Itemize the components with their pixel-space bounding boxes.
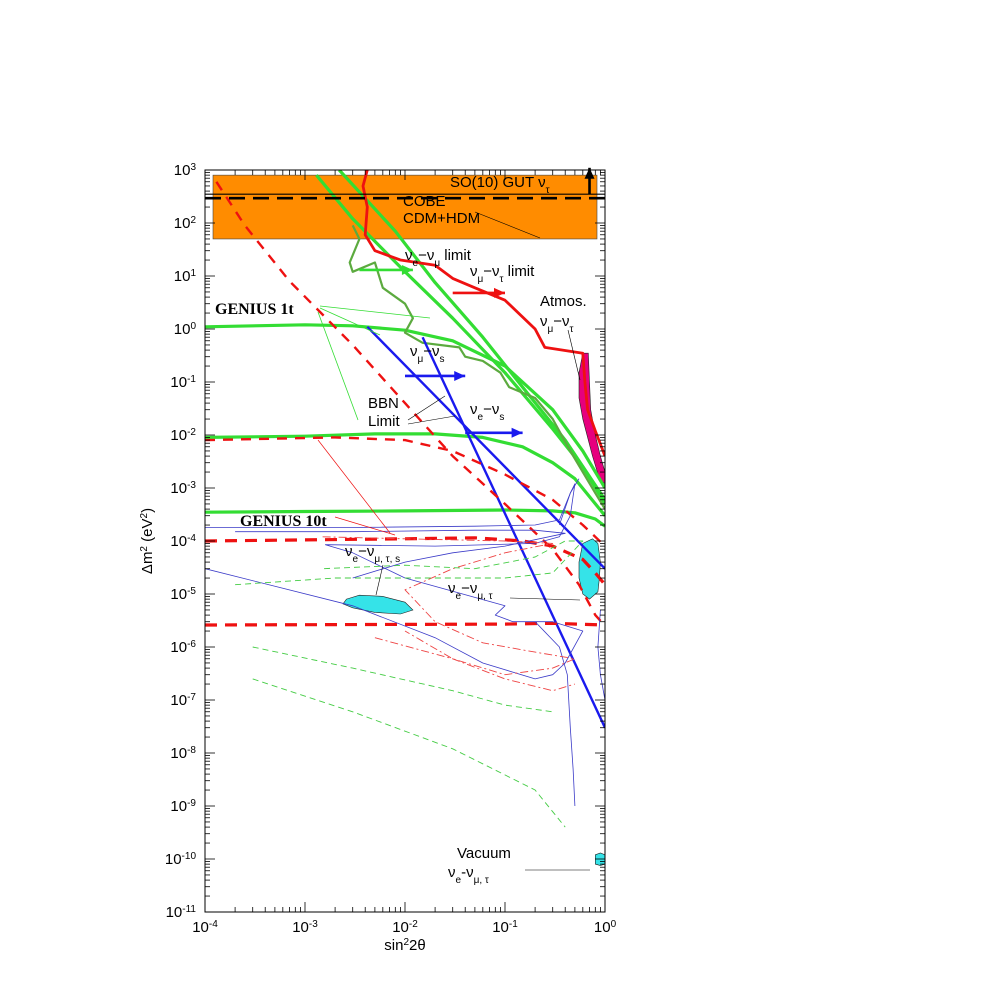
numu-nutau-limit-label: νμ−ντ limit — [470, 263, 535, 285]
series-line-1 — [205, 432, 605, 517]
bbn-limit-label: Limit — [368, 413, 401, 430]
leader-lines-layer — [317, 211, 590, 871]
y-tick-label: 10-10 — [165, 851, 197, 869]
series-line-19 — [374, 637, 576, 692]
series-line-18 — [322, 536, 576, 676]
leader-line-4 — [407, 415, 456, 425]
leader-line-9 — [375, 564, 384, 596]
region-nu-e-sma — [342, 594, 414, 615]
series-line-nu-mu-nu-s — [366, 325, 605, 570]
leader-line-2 — [317, 311, 359, 421]
arrow-head-1 — [401, 264, 413, 275]
y-tick-label: 10-11 — [166, 904, 197, 922]
vacuum-nue-numutau-label: νe-νμ, τ — [448, 864, 489, 886]
x-tick-label: 10-2 — [392, 919, 418, 937]
series-line-genius-10t — [205, 508, 605, 528]
arrow-head-3 — [454, 370, 466, 381]
series-line-genius-1t — [205, 323, 605, 489]
x-tick-label: 10-4 — [192, 919, 218, 937]
y-tick-label: 10-9 — [170, 798, 196, 816]
arrow-head-2 — [494, 287, 505, 298]
y-tick-label: 10-7 — [170, 692, 196, 710]
y-tick-label: 10-8 — [170, 745, 196, 763]
y-tick-label: 103 — [174, 162, 197, 180]
series-line-10 — [205, 436, 605, 547]
series-line-nu-e-nu-s — [421, 336, 605, 729]
series-layer — [205, 170, 605, 828]
leader-line-3 — [407, 395, 446, 421]
y-tick-label: 10-6 — [170, 639, 196, 657]
series-line-nu-mu-nu-tau-limit — [361, 170, 605, 457]
series-line-13 — [205, 483, 584, 680]
cobe-label: COBE — [403, 193, 446, 210]
leader-line-0 — [319, 305, 431, 319]
vacuum-label: Vacuum — [457, 845, 511, 862]
leader-line-1 — [319, 307, 381, 336]
y-tick-label: 10-4 — [170, 533, 196, 551]
series-line-17 — [559, 478, 580, 526]
nue-nus-label: νe−νs — [470, 401, 504, 423]
ticks-layer: 10-4 10-3 10-2 10-1 100 103 102 101 100 10-1 10-2 1… — [165, 162, 617, 937]
y-tick-label: 10-5 — [170, 586, 196, 604]
nue-numutaus-label: νe−νμ, τ, s — [345, 543, 400, 565]
leader-line-6 — [567, 329, 581, 381]
bbn-label: BBN — [368, 395, 399, 412]
cdm-hdm-label: CDM+HDM — [403, 210, 480, 227]
y-axis-title: Δm2 (eV2) — [139, 508, 157, 574]
arrow-head-4 — [511, 427, 523, 438]
arrows-layer — [359, 167, 595, 438]
leader-line-8 — [334, 516, 396, 536]
x-tick-label: 10-1 — [492, 919, 518, 937]
series-line-15 — [534, 621, 576, 807]
leader-line-7 — [317, 439, 391, 534]
series-line-22 — [252, 678, 566, 828]
y-tick-label: 10-2 — [170, 427, 196, 445]
so10-label: SO(10) GUT ντ — [450, 174, 550, 196]
nue-numu-limit-label: νe−νμ limit — [405, 247, 472, 269]
x-tick-label: 100 — [594, 919, 617, 937]
y-tick-label: 10-1 — [170, 374, 196, 392]
series-line-16 — [597, 609, 605, 701]
y-tick-label: 101 — [174, 268, 197, 286]
genius-1t-label: GENIUS 1t — [215, 301, 294, 318]
band-cobe-cdm-hdm — [212, 174, 598, 240]
series-line-9 — [215, 181, 605, 627]
nue-numutau-label: νe−νμ, τ — [448, 580, 493, 602]
series-line-11 — [205, 536, 605, 586]
leader-line-10 — [509, 597, 581, 601]
x-axis-title: sin22θ — [384, 937, 425, 955]
numu-nus-label: νμ−νs — [410, 343, 445, 365]
genius-10t-label: GENIUS 10t — [240, 513, 327, 530]
leader-line-5 — [474, 211, 541, 239]
atmos-numu-nutau-label: νμ−ντ — [540, 313, 574, 335]
y-tick-label: 100 — [174, 321, 197, 339]
series-line-14 — [235, 529, 566, 579]
series-line-20 — [235, 540, 584, 586]
series-line-21 — [252, 646, 553, 713]
series-line-12 — [205, 621, 605, 627]
atmos-label: Atmos. — [540, 293, 587, 310]
y-tick-label: 102 — [174, 215, 197, 233]
hlines-layer — [205, 193, 605, 200]
y-tick-label: 10-3 — [170, 480, 196, 498]
bands-layer — [212, 174, 598, 240]
x-tick-label: 10-3 — [292, 919, 318, 937]
